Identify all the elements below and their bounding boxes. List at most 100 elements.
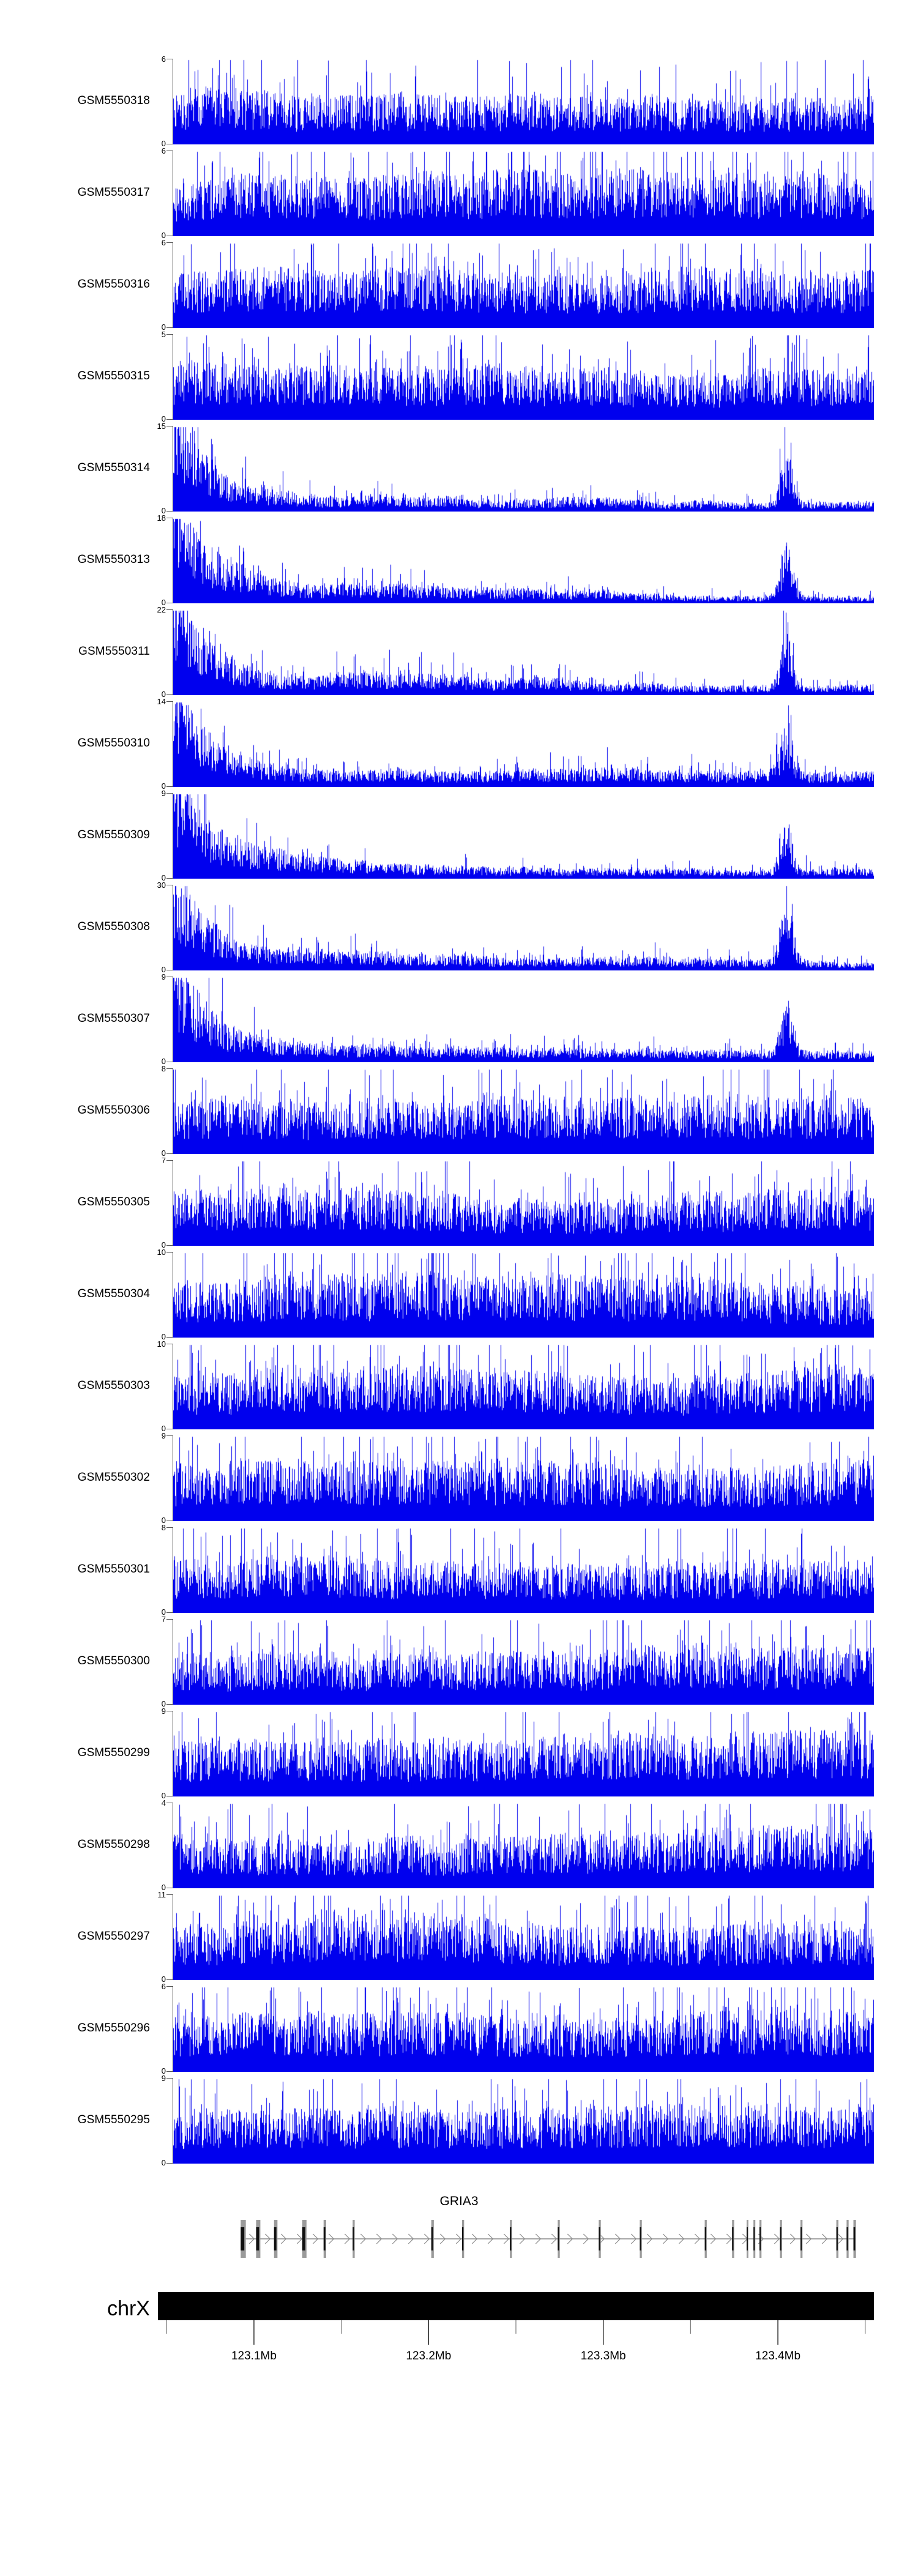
y-axis-max-value: 6: [161, 54, 166, 64]
gene-exon-box: [746, 2227, 748, 2250]
y-axis-tick-zero: [166, 327, 173, 328]
coverage-histogram: [173, 1160, 874, 1246]
y-axis-zero-value: 0: [161, 1699, 166, 1708]
gene-strand-arrow-icon: [503, 2233, 510, 2244]
y-axis-tick-max: [166, 1160, 173, 1161]
y-axis-tick-zero: [166, 511, 173, 512]
coverage-track: GSM5550296 6 0: [0, 1982, 918, 2075]
y-axis-tick-max: [166, 793, 173, 794]
coverage-histogram: [173, 1252, 874, 1338]
y-axis-zero-value: 0: [161, 139, 166, 148]
y-axis-tick-zero: [166, 786, 173, 787]
gene-strand-arrow-icon: [630, 2233, 637, 2244]
chromosome-region-bar[interactable]: [158, 2292, 874, 2320]
gene-exon-box: [558, 2227, 559, 2250]
y-axis-zero-value: 0: [161, 1516, 166, 1525]
track-sample-label: GSM5550303: [77, 1379, 150, 1392]
track-sample-label: GSM5550298: [77, 1838, 150, 1851]
coverage-histogram: [173, 1711, 874, 1796]
y-axis-tick-zero: [166, 2163, 173, 2164]
gene-exon-box: [323, 2227, 326, 2250]
track-sample-label: GSM5550296: [77, 2022, 150, 2034]
y-axis-max-value: 7: [161, 1615, 166, 1624]
coverage-histogram: [173, 2078, 874, 2164]
gene-strand-arrow-icon: [694, 2233, 701, 2244]
axis-tick-label: 123.4Mb: [755, 2350, 801, 2362]
y-axis-max-value: 9: [161, 1431, 166, 1440]
y-axis-max-value: 6: [161, 238, 166, 247]
y-axis-max-value: 15: [157, 422, 166, 431]
y-axis-tick-max: [166, 1435, 173, 1436]
coverage-histogram: [173, 977, 874, 1062]
coverage-track: GSM5550295 9 0: [0, 2074, 918, 2167]
y-axis-zero-value: 0: [161, 414, 166, 423]
gene-strand-arrow-icon: [487, 2233, 494, 2244]
gene-exon-box: [853, 2227, 856, 2250]
coverage-histogram: [173, 1435, 874, 1521]
gene-exon-box: [599, 2227, 600, 2250]
track-sample-label: GSM5550300: [77, 1655, 150, 1667]
coverage-track: GSM5550308 30 0: [0, 881, 918, 973]
gene-exon-box: [241, 2227, 245, 2250]
y-axis-tick-max: [166, 334, 173, 335]
gene-exon-box: [732, 2227, 734, 2250]
coverage-track: GSM5550317 6 0: [0, 147, 918, 239]
track-sample-label: GSM5550295: [77, 2113, 150, 2126]
y-axis-zero-value: 0: [161, 781, 166, 791]
gene-exon-box: [780, 2227, 782, 2250]
gene-strand-arrow-icon: [392, 2233, 398, 2244]
y-axis-tick-zero: [166, 878, 173, 879]
y-axis-zero-value: 0: [161, 506, 166, 515]
gene-name-label: GRIA3: [439, 2194, 479, 2208]
gene-exon-box: [640, 2227, 641, 2250]
y-axis-tick-zero: [166, 1704, 173, 1705]
y-axis-max-value: 14: [157, 697, 166, 706]
y-axis-zero-value: 0: [161, 1791, 166, 1800]
coverage-track: GSM5550305 7 0: [0, 1156, 918, 1249]
track-y-axis: 22 0: [150, 606, 173, 698]
track-y-axis: 30 0: [150, 881, 173, 973]
coverage-track: GSM5550314 15 0: [0, 422, 918, 515]
gene-strand-arrow-icon: [312, 2233, 319, 2244]
y-axis-max-value: 10: [157, 1248, 166, 1257]
gene-strand-arrow-icon: [614, 2233, 621, 2244]
coverage-track: GSM5550303 10 0: [0, 1340, 918, 1432]
gene-strand-arrow-icon: [248, 2233, 255, 2244]
coverage-track: GSM5550318 6 0: [0, 55, 918, 148]
y-axis-tick-max: [166, 1986, 173, 1987]
coverage-track: GSM5550310 14 0: [0, 697, 918, 791]
gene-strand-arrow-icon: [599, 2233, 605, 2244]
gene-exon-box: [704, 2227, 706, 2250]
gene-strand-arrow-icon: [535, 2233, 542, 2244]
gene-exon-box: [461, 2227, 464, 2250]
chromosome-label: chrX: [107, 2297, 150, 2320]
coverage-histogram: [173, 1068, 874, 1154]
coverage-track: GSM5550307 9 0: [0, 973, 918, 1065]
y-axis-tick-max: [166, 1252, 173, 1253]
track-sample-label: GSM5550309: [77, 828, 150, 841]
coverage-track: GSM5550302 9 0: [0, 1431, 918, 1525]
track-sample-label: GSM5550318: [77, 94, 150, 107]
gene-strand-arrow-icon: [376, 2233, 382, 2244]
gene-strand-arrow-icon: [551, 2233, 558, 2244]
coverage-histogram: [173, 518, 874, 603]
y-axis-max-value: 7: [161, 1156, 166, 1165]
y-axis-zero-value: 0: [161, 1975, 166, 1984]
y-axis-tick-zero: [166, 419, 173, 420]
y-axis-max-value: 8: [161, 1523, 166, 1532]
y-axis-tick-zero: [166, 1979, 173, 1980]
track-sample-label: GSM5550302: [77, 1471, 150, 1484]
coverage-histogram: [173, 1619, 874, 1705]
track-y-axis: 10 0: [150, 1340, 173, 1432]
track-sample-label: GSM5550310: [77, 737, 150, 750]
